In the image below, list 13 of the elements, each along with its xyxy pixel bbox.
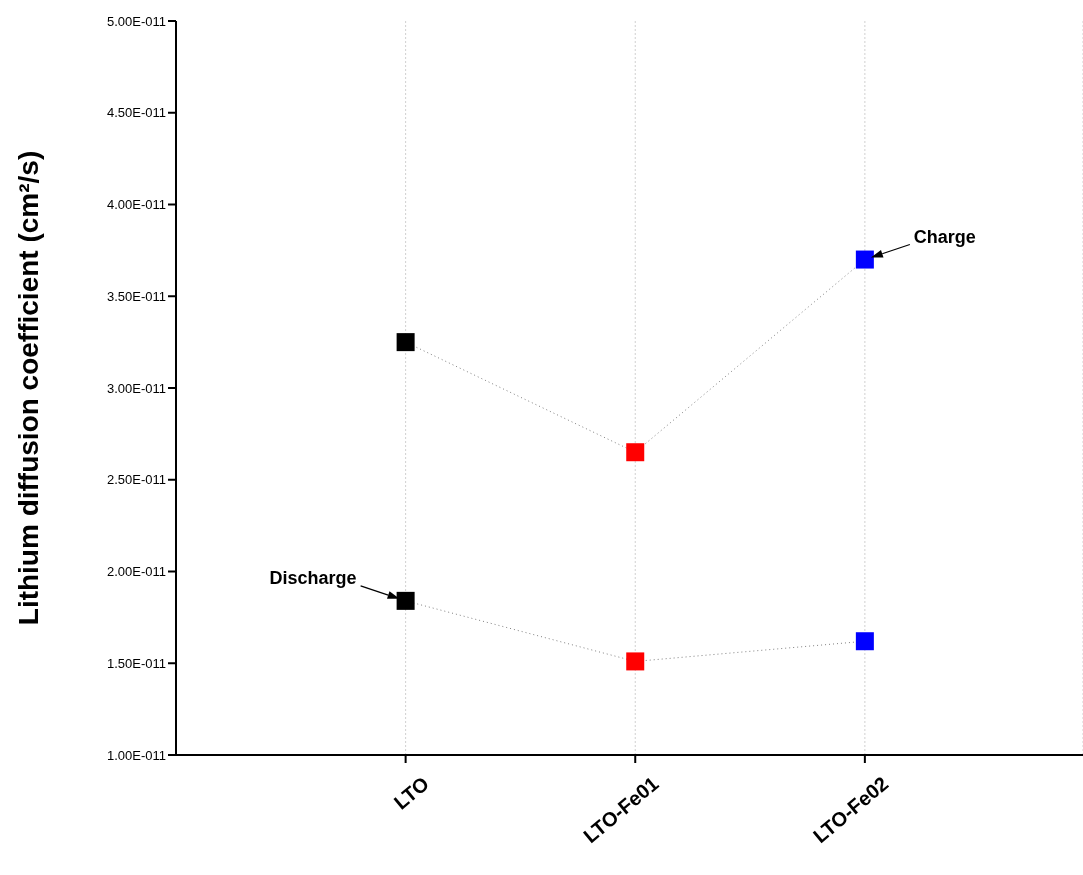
y-axis-title: Lithium diffusion coefficient (cm²/s)	[12, 150, 44, 626]
y-tick-label: 4.00E-011	[106, 197, 166, 213]
y-tick-label: 5.00E-011	[106, 13, 166, 29]
y-tick-label: 3.00E-011	[106, 380, 166, 396]
y-tick-label: 3.50E-011	[106, 288, 166, 304]
y-tick-label: 1.00E-011	[106, 747, 166, 763]
y-tick-label: 4.50E-011	[106, 105, 166, 121]
annotation: Discharge	[269, 567, 357, 588]
annotation: Charge	[913, 226, 976, 247]
y-tick-label: 2.00E-011	[106, 564, 166, 580]
x-tick-label: LTO	[389, 772, 434, 814]
y-tick-label: 1.50E-011	[106, 655, 166, 671]
y-tick-label: 2.50E-011	[106, 472, 166, 488]
